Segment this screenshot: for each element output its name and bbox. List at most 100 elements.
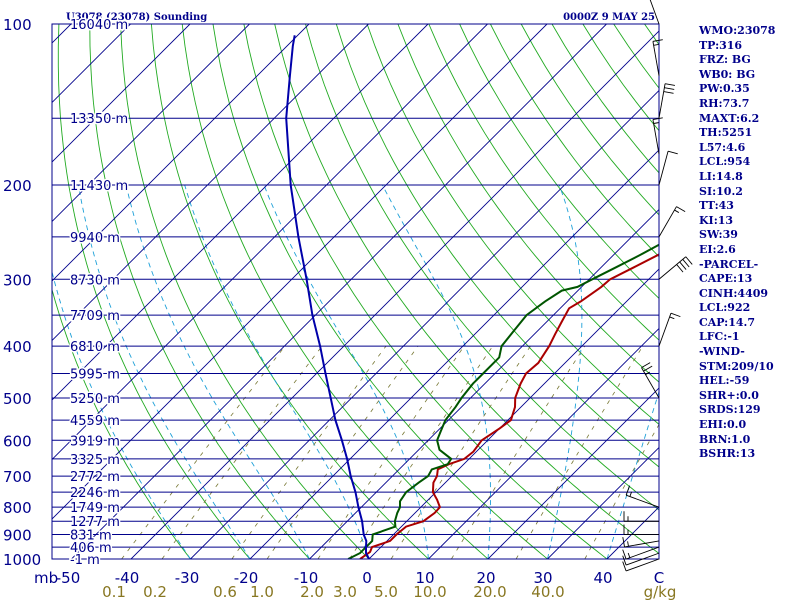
wind-barb-flag xyxy=(622,555,627,566)
height-label: 6810 m xyxy=(70,340,120,355)
height-label: 406 m xyxy=(70,541,112,556)
wind-barb xyxy=(623,511,659,522)
dry-adiabat xyxy=(397,24,659,383)
wind-barb-flag xyxy=(622,537,625,548)
dry-adiabat xyxy=(305,24,659,511)
dry-adiabat xyxy=(181,24,489,559)
wind-barb-flag xyxy=(622,561,627,572)
pressure-label: 1000 xyxy=(3,551,41,569)
wind-barb-flag xyxy=(682,259,690,268)
index-item: WMO:23078 xyxy=(699,24,776,37)
wind-barb-flag xyxy=(664,83,676,86)
height-label: 9940 m xyxy=(70,231,120,246)
mixing-ratio-tick: 0.1 xyxy=(102,583,126,600)
index-item: LI:14.8 xyxy=(699,169,743,183)
index-item: MAXT:6.2 xyxy=(699,111,760,125)
isotherm xyxy=(52,24,488,461)
index-item: -WIND- xyxy=(699,345,745,359)
isotherm xyxy=(52,24,191,163)
wind-barb xyxy=(658,312,681,347)
dewpoint-line xyxy=(347,243,659,559)
mixing-ratio-tick: 5.0 xyxy=(374,583,398,600)
wind-barb-staff xyxy=(625,558,660,572)
wind-barb-flag xyxy=(670,312,681,318)
wind-barb-flag xyxy=(663,91,674,94)
wind-barb-flag xyxy=(676,206,686,212)
index-item: TT:43 xyxy=(699,199,734,213)
mixing-ratio-tick: 1.0 xyxy=(250,583,274,600)
height-label: -1 m xyxy=(70,553,100,568)
temperature-tick: -40 xyxy=(115,569,140,587)
wind-barb-flag xyxy=(669,316,675,320)
wind-barb xyxy=(658,206,686,238)
mixing-ratio-line xyxy=(161,345,323,559)
dry-adiabat xyxy=(57,24,251,559)
isotherm xyxy=(52,24,369,342)
dry-adiabat xyxy=(120,24,370,559)
pressure-label: 600 xyxy=(3,432,32,450)
wind-barb-staff xyxy=(625,552,660,566)
wind-barb-flag xyxy=(653,122,659,124)
dry-adiabat xyxy=(459,24,659,299)
height-label: 1749 m xyxy=(70,501,120,516)
isotherm xyxy=(547,446,659,559)
wind-barb-flag xyxy=(676,264,684,273)
index-item: STM:209/10 xyxy=(699,359,774,373)
height-label: 3919 m xyxy=(70,434,120,449)
wind-barb-flag xyxy=(653,44,659,46)
index-item: CAP:14.7 xyxy=(699,315,756,329)
wind-barb-flag xyxy=(679,261,687,270)
index-item: BRN:1.0 xyxy=(699,432,751,446)
index-item: TP:316 xyxy=(699,38,743,52)
index-item: SHR+:0.0 xyxy=(699,388,759,402)
wind-barb-flag xyxy=(622,549,627,560)
moist-adiabat xyxy=(263,184,429,559)
index-item: CINH:4409 xyxy=(699,286,769,300)
isotherm xyxy=(428,327,659,559)
isotherm xyxy=(130,30,659,559)
index-item: CAPE:13 xyxy=(699,272,753,286)
wind-barb xyxy=(622,537,660,548)
wind-barb xyxy=(658,256,693,280)
index-item: BSHR:13 xyxy=(699,447,756,461)
moist-adiabat xyxy=(184,184,370,559)
wind-barb-flag xyxy=(641,362,651,369)
isotherm xyxy=(52,24,548,520)
height-label: 2772 m xyxy=(70,470,120,485)
pressure-label: 900 xyxy=(3,527,32,545)
wind-barb-staff xyxy=(652,41,660,76)
pressure-label: 800 xyxy=(3,499,32,517)
temperature-tick: 30 xyxy=(533,569,552,587)
mixing-ratio-tick: 40.0 xyxy=(531,583,564,600)
chart-title: U3078 (23078) Sounding xyxy=(66,12,207,23)
wind-barb-flag xyxy=(652,117,663,121)
pressure-label: 500 xyxy=(3,390,32,408)
height-label: 13350 m xyxy=(70,112,128,127)
index-item: LCL:922 xyxy=(699,301,751,315)
dry-adiabat xyxy=(150,24,430,559)
wind-barb xyxy=(625,485,660,508)
plot-frame xyxy=(51,23,660,560)
wind-barb xyxy=(622,558,660,572)
pressure-label: 400 xyxy=(3,338,32,356)
mixing-ratio-tick: g/kg xyxy=(644,583,677,600)
wind-barb-flag xyxy=(643,365,653,372)
wind-barb-staff xyxy=(658,313,672,347)
index-item: KI:13 xyxy=(699,213,734,227)
pressure-label: 300 xyxy=(3,271,32,289)
index-item: LCL:954 xyxy=(699,155,751,169)
index-item: FRZ: BG xyxy=(699,53,751,67)
index-item: RH:73.7 xyxy=(699,96,750,110)
pressure-label: 700 xyxy=(3,468,32,486)
moist-adiabat xyxy=(78,185,251,559)
index-item: SW:39 xyxy=(699,228,738,242)
index-item: L57:4.6 xyxy=(699,140,746,154)
height-label: 1277 m xyxy=(70,515,120,530)
isotherm xyxy=(368,268,659,559)
dry-adiabat xyxy=(274,24,659,555)
index-item: EHI:0.0 xyxy=(699,418,747,432)
wind-barb-flag xyxy=(652,39,663,42)
mixing-ratio-tick: 0.6 xyxy=(213,583,237,600)
wind-barb xyxy=(622,546,660,560)
